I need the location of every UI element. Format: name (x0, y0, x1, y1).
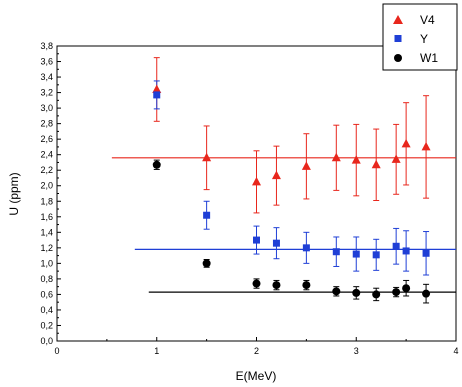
data-markers (152, 84, 431, 299)
point-w1 (332, 287, 341, 296)
point-v4 (401, 138, 411, 148)
y-tick-label: 3,0 (40, 103, 53, 113)
y-tick-label: 2,4 (40, 150, 53, 160)
y-axis: 0,0 0,2 0,4 0,6 0,8 1,0 1,2 1,4 1,6 1,8 2,0 2,2 2,4 2… (40, 41, 61, 346)
y-tick-label: 2,0 (40, 181, 53, 191)
point-v4 (351, 155, 361, 164)
y-tick-label: 0,6 (40, 289, 53, 299)
point-w1 (392, 288, 401, 297)
x-tick-label: 2 (254, 346, 259, 356)
point-w1 (352, 288, 361, 297)
x-axis: 0 1 2 3 4 (54, 337, 459, 356)
point-v4 (391, 154, 401, 163)
y-tick-label: 1,4 (40, 227, 53, 237)
point-y (332, 248, 340, 256)
point-v4 (152, 84, 162, 93)
point-v4 (371, 159, 381, 169)
point-y (422, 249, 430, 257)
y-tick-label: 1,0 (40, 258, 53, 268)
point-w1 (202, 259, 211, 268)
point-y (392, 242, 400, 250)
y-tick-label: 0,4 (40, 305, 53, 315)
legend-label-w1: W1 (420, 51, 438, 65)
x-tick-label: 1 (154, 346, 159, 356)
legend-label-y: Y (420, 32, 428, 46)
point-w1 (252, 279, 261, 288)
legend-marker-w1 (394, 54, 402, 62)
y-tick-label: 0,8 (40, 274, 53, 284)
y-tick-label: 3,8 (40, 41, 53, 51)
point-w1 (422, 289, 431, 298)
point-w1 (152, 160, 161, 169)
point-y (302, 244, 310, 252)
y-tick-label: 3,4 (40, 72, 53, 82)
x-axis-title: E(MeV) (236, 369, 277, 383)
point-w1 (402, 284, 411, 293)
point-v4 (202, 152, 212, 162)
legend: V4 Y W1 (382, 3, 458, 71)
point-v4 (301, 161, 311, 170)
point-y (402, 247, 410, 255)
error-bars (153, 57, 430, 304)
x-tick-label: 0 (54, 346, 59, 356)
point-v4 (331, 152, 341, 162)
legend-marker-v4 (393, 15, 403, 24)
point-y (272, 239, 280, 247)
y-tick-label: 2,8 (40, 119, 53, 129)
y-tick-label: 3,6 (40, 57, 53, 67)
legend-label-v4: V4 (420, 13, 435, 27)
x-tick-label: 4 (453, 346, 458, 356)
legend-marker-y (394, 35, 402, 42)
point-y (372, 251, 380, 259)
point-w1 (272, 281, 281, 290)
point-y (153, 91, 161, 99)
point-y (352, 250, 360, 258)
y-tick-label: 1,6 (40, 212, 53, 222)
point-v4 (271, 170, 281, 180)
point-w1 (302, 281, 311, 290)
y-tick-label: 0,2 (40, 320, 53, 330)
fit-lines (111, 157, 456, 293)
y-axis-title: U (ppm) (7, 172, 21, 215)
y-tick-label: 0,0 (40, 336, 53, 346)
x-tick-label: 3 (354, 346, 359, 356)
y-tick-label: 2,2 (40, 165, 53, 175)
y-tick-label: 3,2 (40, 88, 53, 98)
point-v4 (252, 176, 261, 186)
point-w1 (372, 290, 381, 299)
y-tick-label: 1,2 (40, 243, 53, 253)
point-y (253, 236, 260, 244)
point-y (203, 211, 211, 219)
y-tick-label: 1,8 (40, 196, 53, 206)
y-tick-label: 2,6 (40, 134, 53, 144)
point-v4 (421, 141, 431, 151)
